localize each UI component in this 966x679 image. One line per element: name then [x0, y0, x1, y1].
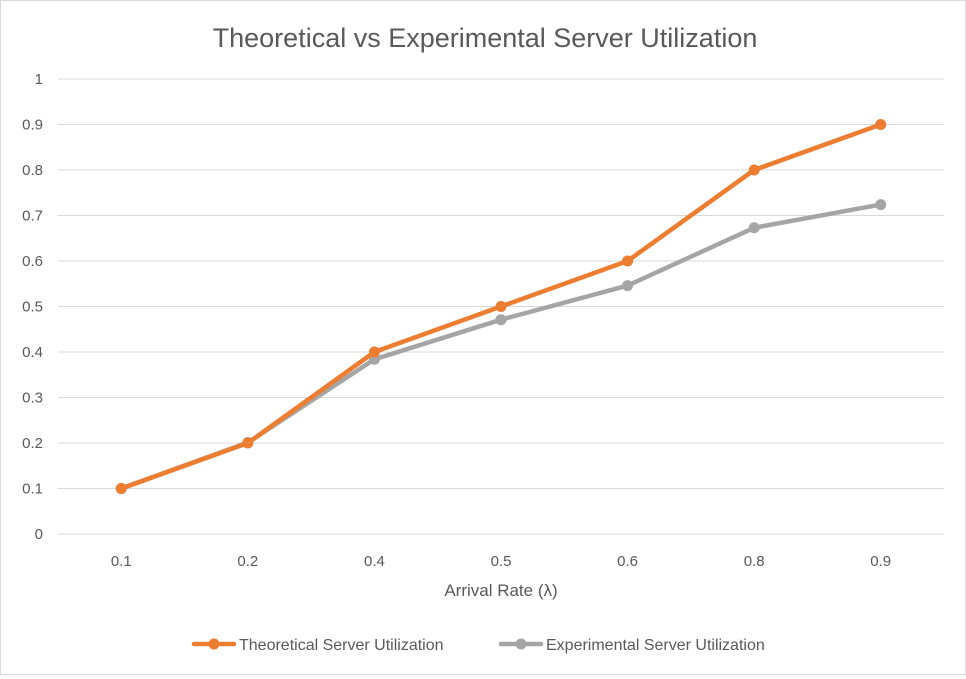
data-point	[748, 164, 760, 176]
data-point	[622, 255, 634, 267]
legend-item: Experimental Server Utilization	[498, 637, 765, 654]
data-point	[115, 483, 127, 494]
data-point	[748, 222, 760, 234]
y-tick-label: 0.9	[22, 117, 43, 134]
legend-swatch-marker	[515, 638, 527, 650]
chart-title: Theoretical vs Experimental Server Utili…	[213, 23, 758, 53]
y-tick-label: 0.3	[22, 390, 43, 407]
x-tick-label: 0.9	[870, 553, 891, 570]
series-1	[115, 119, 887, 494]
y-tick-label: 0.4	[22, 344, 43, 361]
y-tick-label: 0	[35, 526, 43, 543]
legend-label: Theoretical Server Utilization	[239, 637, 444, 654]
data-point	[495, 301, 507, 312]
y-tick-label: 0.8	[22, 162, 43, 179]
legend-item: Theoretical Server Utilization	[191, 637, 444, 654]
y-tick-label: 0.1	[22, 481, 43, 498]
x-tick-label: 0.5	[491, 553, 512, 570]
x-axis-title: Arrival Rate (λ)	[444, 581, 557, 600]
x-axis-tick-labels: 0.1 0.2 0.4 0.5 0.6 0.8 0.9	[111, 553, 891, 570]
legend: Theoretical Server Utilization Experiment…	[191, 637, 765, 654]
y-tick-label: 0.7	[22, 208, 43, 225]
data-point	[242, 437, 254, 449]
y-tick-label: 0.6	[22, 253, 43, 270]
y-axis-tick-labels: 0 0.1 0.2 0.3 0.4 0.5 0.6 0.7 0.8 0.9 1	[22, 71, 43, 543]
data-point	[622, 280, 634, 292]
legend-swatch-marker	[208, 638, 220, 650]
y-tick-label: 0.2	[22, 435, 43, 452]
x-tick-label: 0.6	[617, 553, 638, 570]
x-tick-label: 0.4	[364, 553, 385, 570]
y-tick-label: 0.5	[22, 299, 43, 316]
data-point	[368, 346, 380, 358]
x-tick-label: 0.1	[111, 553, 132, 570]
y-tick-label: 1	[35, 71, 43, 88]
data-point	[875, 119, 887, 130]
x-tick-label: 0.2	[237, 553, 258, 570]
series-lines	[115, 119, 887, 494]
data-point	[875, 199, 887, 211]
x-tick-label: 0.8	[744, 553, 765, 570]
legend-label: Experimental Server Utilization	[546, 637, 765, 654]
data-point	[495, 314, 507, 326]
